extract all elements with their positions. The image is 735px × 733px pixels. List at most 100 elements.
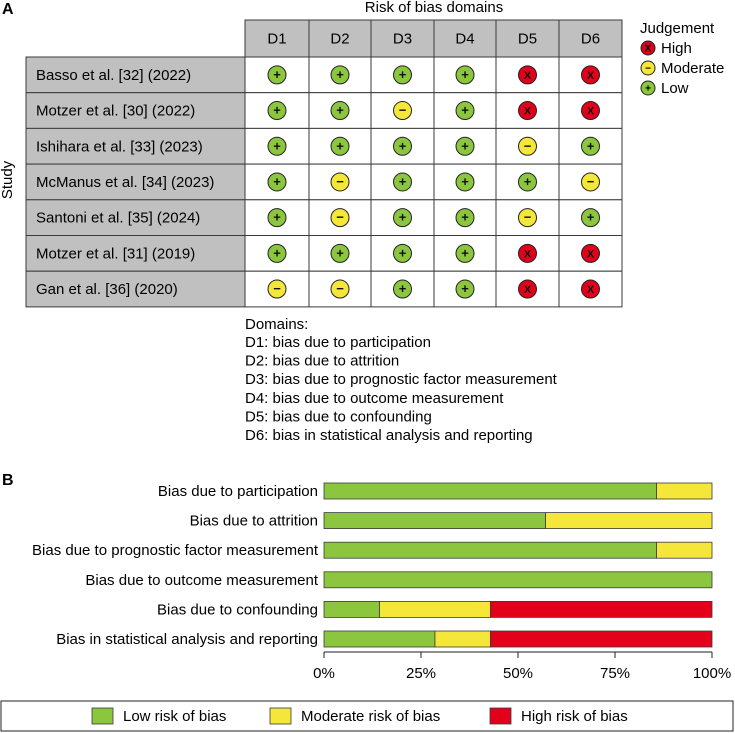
judgement-low-icon bbox=[330, 243, 350, 263]
study-name-cell bbox=[25, 92, 246, 129]
judgement-symbol: − bbox=[399, 103, 407, 118]
judgement-symbol: + bbox=[273, 67, 281, 82]
domain-header-label: D4 bbox=[455, 31, 474, 48]
legend-moderate-icon bbox=[640, 60, 656, 76]
legend-box bbox=[0, 700, 734, 732]
legend-symbol: + bbox=[645, 84, 651, 95]
judgement-symbol: + bbox=[399, 245, 407, 260]
legend-high-label: High bbox=[661, 40, 692, 57]
judgement-low-icon bbox=[267, 243, 287, 263]
judgement-symbol: X bbox=[524, 284, 532, 296]
domain-definition: D2: bias due to attrition bbox=[245, 353, 399, 370]
study-name-cell bbox=[25, 270, 246, 308]
judgement-low-icon bbox=[455, 101, 475, 121]
bar-category-label: Bias due to outcome measurement bbox=[85, 572, 318, 589]
judgement-low-icon bbox=[393, 208, 412, 228]
judgement-low-icon bbox=[330, 136, 350, 156]
bar-category-label: Bias due to attrition bbox=[190, 513, 318, 530]
study-name-cell bbox=[25, 127, 246, 165]
judgement-symbol: + bbox=[461, 67, 469, 82]
judgement-low-icon bbox=[581, 208, 600, 228]
bar-segment-low bbox=[323, 482, 657, 500]
domain-definition: D4: bias due to outcome measurement bbox=[245, 390, 504, 407]
judgement-symbol: + bbox=[587, 138, 595, 153]
domain-header-cell bbox=[244, 19, 310, 58]
study-name: Motzer et al. [30] (2022) bbox=[36, 103, 195, 120]
judgement-symbol: + bbox=[336, 103, 344, 118]
bar-segment-moderate bbox=[656, 482, 713, 500]
bar-segment-high bbox=[490, 601, 713, 618]
judgement-low-icon bbox=[330, 101, 350, 121]
legend-low-icon bbox=[640, 80, 656, 96]
bar-segment-moderate bbox=[545, 512, 713, 529]
study-name: Ishihara et al. [33] (2023) bbox=[36, 138, 203, 155]
legend-swatch-moderate bbox=[269, 707, 292, 725]
bar-category-label: Bias due to confounding bbox=[157, 601, 318, 618]
legend-low-label: Low bbox=[661, 80, 689, 97]
domain-header-label: D5 bbox=[518, 31, 537, 48]
judgement-symbol: + bbox=[336, 138, 344, 153]
x-tick-label: 75% bbox=[600, 665, 630, 682]
judgement-symbol: + bbox=[273, 245, 281, 260]
judgement-moderate-icon bbox=[267, 279, 287, 299]
risk-of-bias-table: D1 D2 D3 D4 D5 D6 Basso et al. [32] (2022) + + + +… bbox=[25, 19, 623, 308]
judgement-symbol: − bbox=[336, 174, 344, 189]
judgement-high-icon bbox=[518, 65, 537, 85]
judgement-moderate-icon bbox=[330, 279, 350, 299]
study-name: Basso et al. [32] (2022) bbox=[36, 67, 191, 84]
judgement-cell bbox=[244, 56, 310, 94]
judgement-legend-title: Judgement bbox=[640, 20, 715, 37]
judgement-low-icon bbox=[455, 279, 475, 299]
judgement-symbol: + bbox=[587, 210, 595, 225]
judgement-high-icon bbox=[518, 101, 537, 121]
domain-header-cell bbox=[370, 19, 435, 58]
judgement-low-icon bbox=[393, 172, 412, 192]
judgement-symbol: + bbox=[461, 138, 469, 153]
legend-moderate-label: Moderate bbox=[661, 60, 724, 77]
judgement-symbol: + bbox=[273, 103, 281, 118]
bar-segment-low bbox=[323, 541, 657, 559]
bar-segment-moderate bbox=[379, 601, 491, 618]
judgement-low-icon bbox=[455, 208, 475, 228]
domain-header-label: D2 bbox=[330, 31, 349, 48]
judgement-symbol: X bbox=[587, 284, 595, 296]
judgement-moderate-icon bbox=[330, 208, 350, 228]
judgement-high-icon bbox=[518, 279, 537, 299]
bar-segment-low bbox=[323, 601, 380, 618]
judgement-symbol: + bbox=[273, 174, 281, 189]
legend-symbol: − bbox=[645, 64, 651, 75]
judgement-symbol: + bbox=[461, 281, 469, 296]
x-tick-label: 0% bbox=[313, 665, 335, 682]
domain-definition: D3: bias due to prognostic factor measur… bbox=[245, 371, 558, 388]
judgement-low-icon bbox=[393, 243, 412, 263]
legend-label-high: High risk of bias bbox=[521, 708, 628, 725]
bar-segment-high bbox=[490, 630, 713, 648]
judgement-low-icon bbox=[455, 65, 475, 85]
judgement-low-icon bbox=[267, 136, 287, 156]
judgement-low-icon bbox=[518, 172, 537, 192]
judgement-symbol: − bbox=[587, 174, 595, 189]
judgement-symbol: − bbox=[524, 138, 532, 153]
judgement-symbol: + bbox=[399, 67, 407, 82]
panel-a-label: A bbox=[2, 1, 14, 18]
legend-swatch-low bbox=[91, 707, 114, 725]
judgement-symbol: + bbox=[336, 245, 344, 260]
study-name: Motzer et al. [31] (2019) bbox=[36, 245, 195, 262]
judgement-high-icon bbox=[518, 243, 537, 263]
judgement-symbol: + bbox=[461, 210, 469, 225]
judgement-symbol: − bbox=[336, 281, 344, 296]
judgement-symbol: + bbox=[273, 138, 281, 153]
judgement-high-icon bbox=[581, 279, 600, 299]
domain-header-label: D3 bbox=[393, 31, 412, 48]
judgement-high-icon bbox=[581, 101, 600, 121]
study-name: Santoni et al. [35] (2024) bbox=[36, 210, 200, 227]
legend-swatch-high bbox=[489, 707, 512, 725]
bar-segment-low bbox=[323, 512, 546, 529]
domains-legend-title: Domains: bbox=[245, 316, 308, 333]
judgement-low-icon bbox=[267, 172, 287, 192]
bar-segment-low bbox=[323, 630, 436, 648]
judgement-low-icon bbox=[455, 136, 475, 156]
domain-definition: D6: bias in statistical analysis and rep… bbox=[245, 427, 533, 444]
domain-header-cell bbox=[558, 19, 623, 58]
